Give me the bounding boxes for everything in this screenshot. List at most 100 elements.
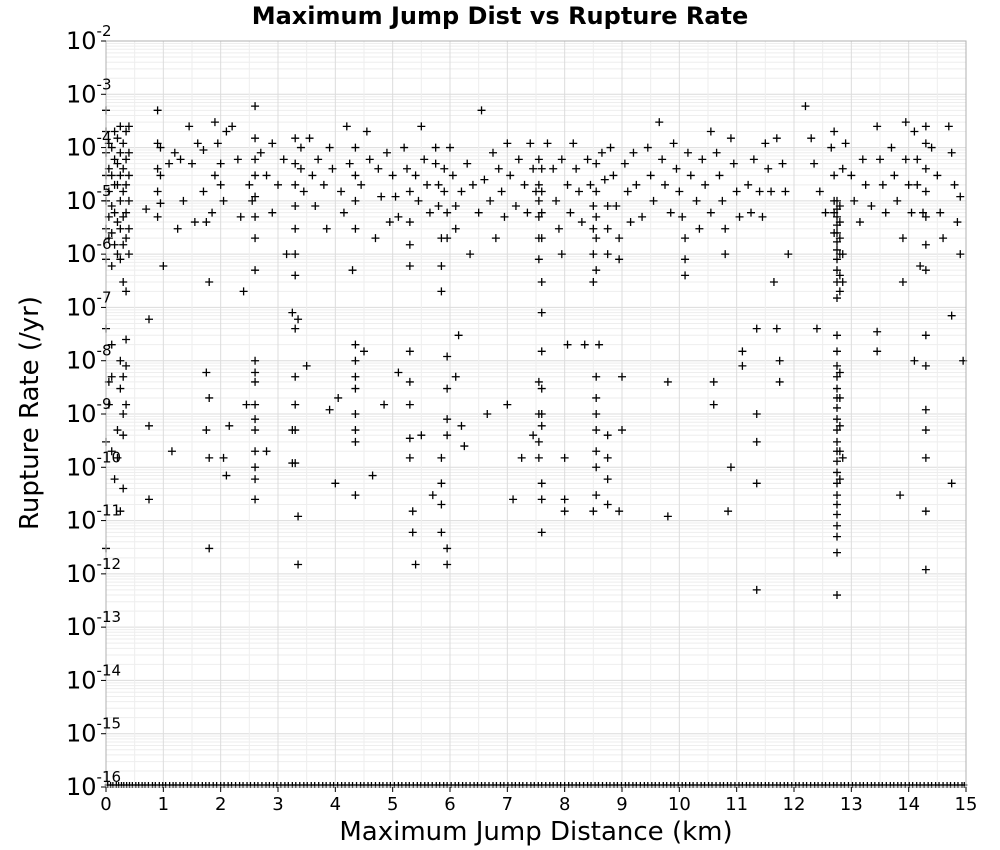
- data-point: [752, 324, 761, 333]
- data-point: [663, 512, 672, 521]
- data-point: [443, 234, 452, 243]
- data-point: [251, 377, 260, 386]
- data-point: [752, 410, 761, 418]
- data-point: [709, 400, 718, 409]
- data-point: [833, 331, 841, 340]
- data-point: [483, 410, 492, 418]
- data-point: [873, 347, 882, 356]
- data-point: [939, 234, 948, 243]
- data-point: [761, 139, 770, 148]
- chart-title: Maximum Jump Dist vs Rupture Rate: [251, 2, 749, 30]
- data-point: [833, 491, 841, 500]
- data-point: [124, 148, 133, 157]
- data-point: [457, 187, 466, 196]
- data-point: [873, 122, 882, 131]
- data-point: [380, 400, 389, 409]
- data-point: [669, 139, 678, 148]
- data-point: [291, 250, 300, 259]
- data-point: [681, 255, 690, 264]
- data-point: [403, 164, 411, 173]
- data-point: [910, 356, 919, 365]
- data-point: [592, 410, 601, 418]
- data-point: [758, 212, 767, 221]
- data-point: [855, 218, 864, 227]
- data-point: [145, 495, 153, 504]
- x-axis-label: Maximum Jump Distance (km): [339, 817, 733, 847]
- data-point: [382, 148, 391, 157]
- data-point: [838, 278, 847, 287]
- y-tick-label: 10-5: [66, 182, 112, 215]
- data-point: [646, 171, 655, 180]
- data-point: [400, 143, 409, 152]
- x-tick-label: 3: [272, 794, 283, 815]
- data-point: [113, 453, 122, 462]
- data-point: [405, 240, 414, 249]
- data-point: [936, 208, 945, 217]
- data-point: [294, 512, 303, 521]
- data-point: [683, 148, 692, 157]
- data-point: [592, 463, 601, 472]
- data-point: [537, 410, 546, 418]
- y-tick-label: 10-13: [66, 608, 121, 641]
- data-point: [833, 294, 841, 303]
- data-point: [618, 372, 626, 381]
- data-point: [251, 155, 260, 164]
- data-point: [113, 250, 122, 259]
- y-tick-label: 10-16: [66, 768, 121, 801]
- data-point: [405, 187, 414, 196]
- data-point: [589, 278, 598, 287]
- data-point: [638, 212, 647, 221]
- data-point: [351, 171, 360, 180]
- data-point: [810, 159, 819, 168]
- data-point: [827, 143, 836, 152]
- data-point: [701, 180, 710, 189]
- data-point: [408, 528, 417, 537]
- data-point: [910, 127, 919, 136]
- data-point: [233, 155, 242, 164]
- data-point: [474, 208, 483, 217]
- data-point: [537, 528, 546, 537]
- data-point: [219, 196, 228, 205]
- data-point: [291, 372, 300, 381]
- data-point: [643, 143, 652, 152]
- data-point: [110, 155, 119, 164]
- data-point: [921, 507, 930, 516]
- data-point: [291, 224, 300, 233]
- data-point: [543, 139, 552, 148]
- data-point: [833, 228, 841, 237]
- data-point: [351, 437, 360, 446]
- data-point: [296, 164, 305, 173]
- data-point: [291, 159, 300, 168]
- data-point: [319, 180, 328, 189]
- data-point: [116, 507, 125, 516]
- data-point: [600, 175, 609, 184]
- data-point: [726, 134, 735, 143]
- data-point: [595, 340, 604, 349]
- x-tick-label: 5: [387, 794, 398, 815]
- data-point: [405, 400, 414, 409]
- data-point: [921, 266, 930, 275]
- y-tick-label: 10-10: [66, 448, 121, 481]
- data-point: [537, 384, 546, 393]
- data-point: [509, 495, 518, 504]
- data-point: [251, 234, 260, 243]
- data-point: [838, 453, 847, 462]
- data-point: [592, 234, 601, 243]
- data-point: [434, 180, 443, 189]
- data-point: [314, 155, 323, 164]
- data-point: [122, 361, 131, 370]
- data-point: [167, 447, 176, 456]
- data-point: [434, 202, 443, 211]
- data-point: [116, 255, 125, 264]
- data-point: [251, 447, 260, 456]
- data-point: [586, 180, 595, 189]
- data-point: [833, 437, 841, 446]
- data-point: [729, 159, 738, 168]
- data-point: [738, 347, 747, 356]
- data-point: [726, 463, 735, 472]
- data-point: [437, 453, 446, 462]
- y-tick-label: 10-11: [66, 502, 121, 535]
- data-point: [296, 143, 305, 152]
- data-point: [145, 421, 153, 430]
- data-point: [417, 431, 426, 440]
